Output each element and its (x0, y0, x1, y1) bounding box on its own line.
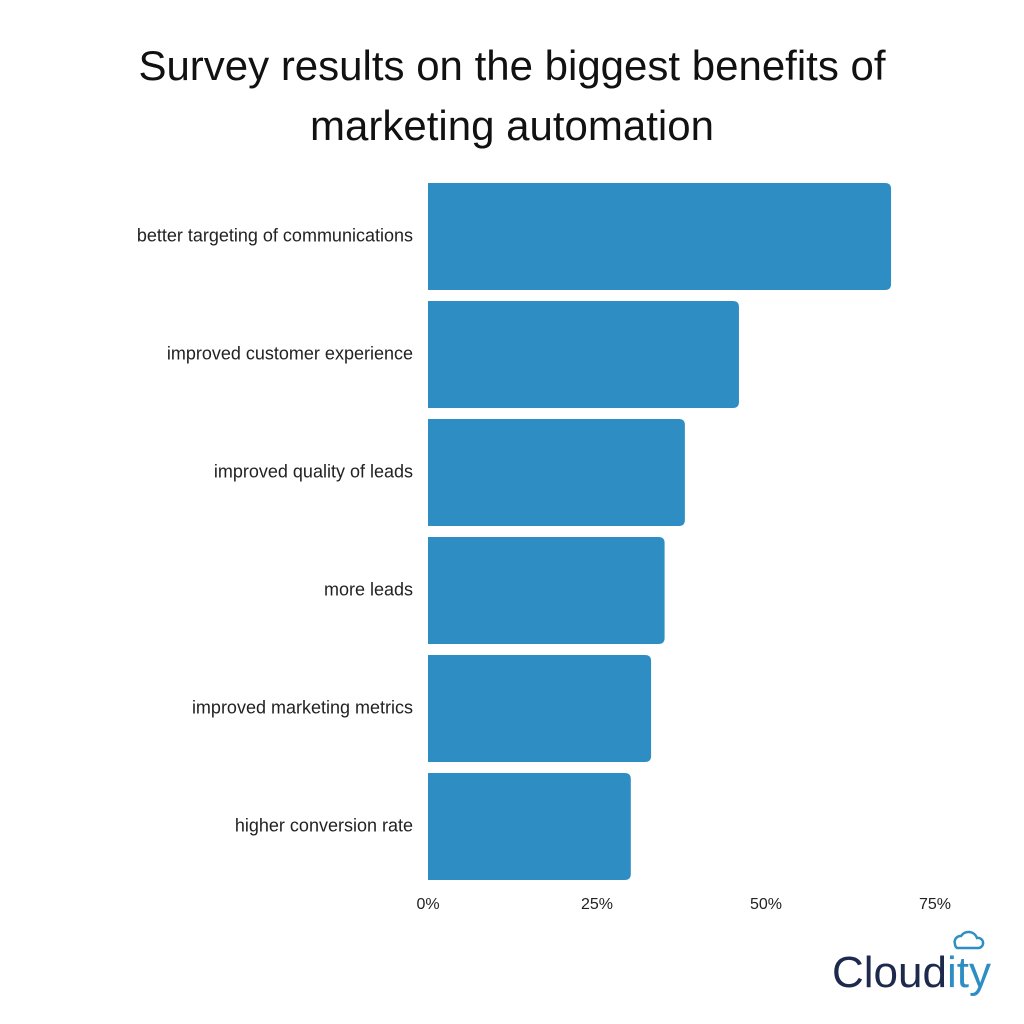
y-tick-label: better targeting of communications (137, 225, 413, 245)
x-tick-label: 75% (919, 896, 951, 913)
bar (428, 655, 652, 762)
bar (428, 537, 665, 644)
bar (428, 419, 685, 526)
bar (428, 773, 631, 880)
chart-title: Survey results on the biggest benefits o… (138, 42, 886, 149)
y-tick-label: more leads (324, 579, 413, 599)
y-tick-label: improved quality of leads (214, 461, 413, 481)
logo: Cloudity (832, 930, 991, 997)
bar (428, 301, 739, 408)
logo-text-start: Cloud (832, 948, 947, 997)
y-tick-label: improved marketing metrics (192, 697, 413, 717)
logo-cloud (953, 930, 985, 950)
x-tick-label: 0% (416, 896, 439, 913)
bar (428, 183, 892, 290)
logo-text: Cloudity (832, 948, 991, 997)
x-tick-label: 25% (581, 896, 613, 913)
y-tick-label: higher conversion rate (235, 815, 413, 835)
y-tick-label: improved customer experience (167, 343, 413, 363)
x-tick-label: 50% (750, 896, 782, 913)
logo-text-end: ity (947, 948, 991, 997)
